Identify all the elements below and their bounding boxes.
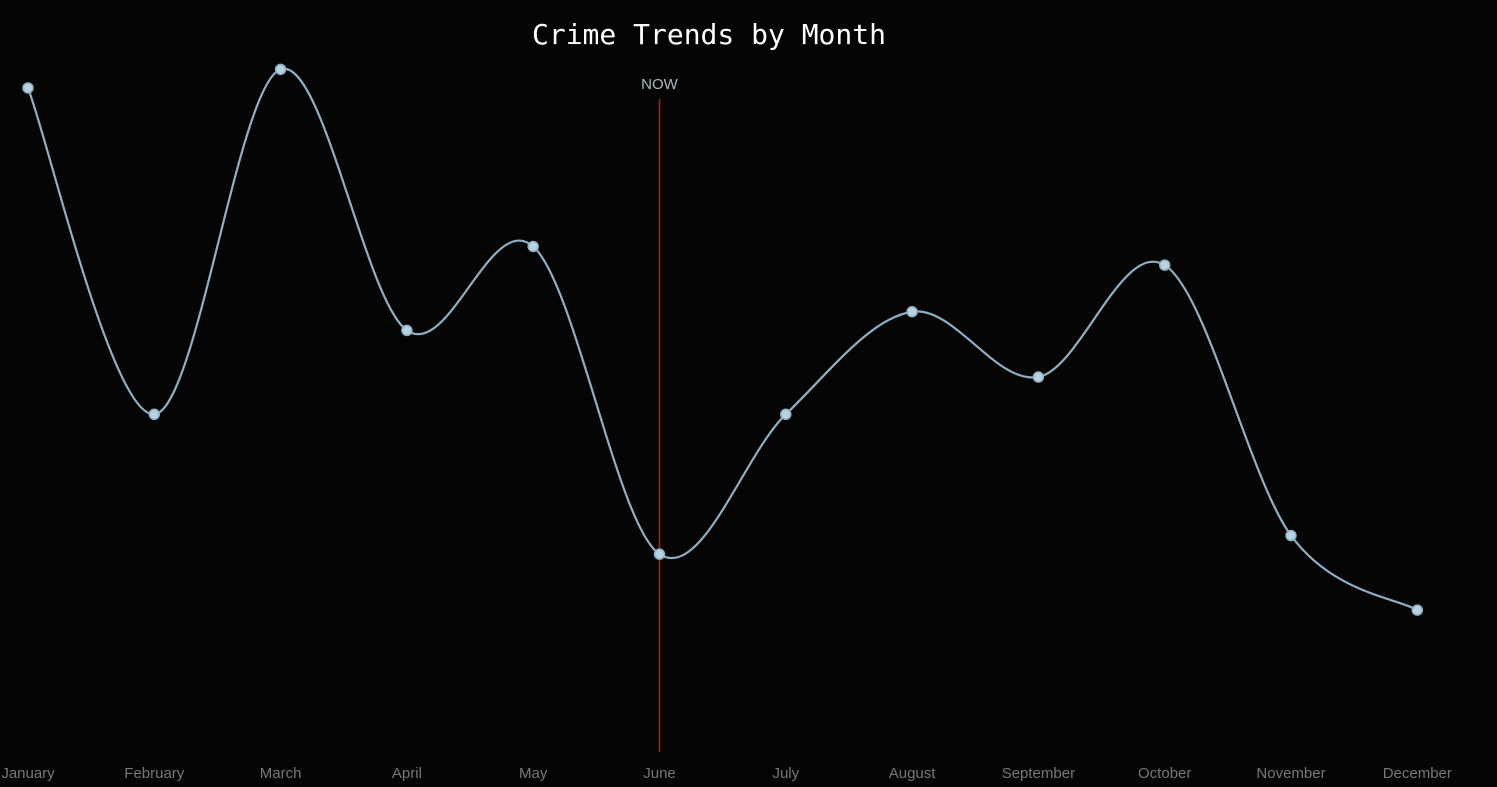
tick-label-november: November bbox=[1256, 765, 1325, 782]
data-points bbox=[22, 63, 1424, 616]
data-point-november bbox=[1285, 529, 1297, 542]
tick-label-june: June bbox=[643, 765, 676, 782]
data-point-march bbox=[274, 63, 287, 76]
series-line bbox=[26, 68, 1418, 612]
now-marker: NOW bbox=[641, 76, 679, 752]
tick-label-march: March bbox=[260, 765, 302, 782]
tick-label-january: January bbox=[1, 765, 55, 782]
tick-label-april: April bbox=[392, 765, 422, 782]
x-axis-ticks: January February March April May June July Augu… bbox=[1, 765, 1452, 782]
data-point-july bbox=[780, 408, 792, 421]
tick-label-september: September bbox=[1002, 765, 1075, 782]
tick-label-october: October bbox=[1138, 765, 1191, 782]
tick-label-december: December bbox=[1383, 765, 1452, 782]
tick-label-may: May bbox=[519, 765, 548, 782]
data-point-may bbox=[527, 240, 539, 253]
data-point-september bbox=[1032, 371, 1045, 383]
data-point-december bbox=[1411, 604, 1424, 616]
data-point-august bbox=[906, 305, 918, 318]
data-point-october bbox=[1158, 259, 1171, 271]
tick-label-july: July bbox=[772, 765, 799, 782]
data-point-april bbox=[401, 324, 413, 337]
data-point-june bbox=[653, 548, 666, 560]
chart-title: Crime Trends by Month bbox=[531, 18, 886, 51]
data-point-january bbox=[22, 82, 34, 94]
tick-label-february: February bbox=[124, 765, 185, 782]
tick-label-august: August bbox=[889, 765, 937, 782]
data-point-february bbox=[148, 408, 161, 421]
now-label: NOW bbox=[641, 76, 679, 93]
